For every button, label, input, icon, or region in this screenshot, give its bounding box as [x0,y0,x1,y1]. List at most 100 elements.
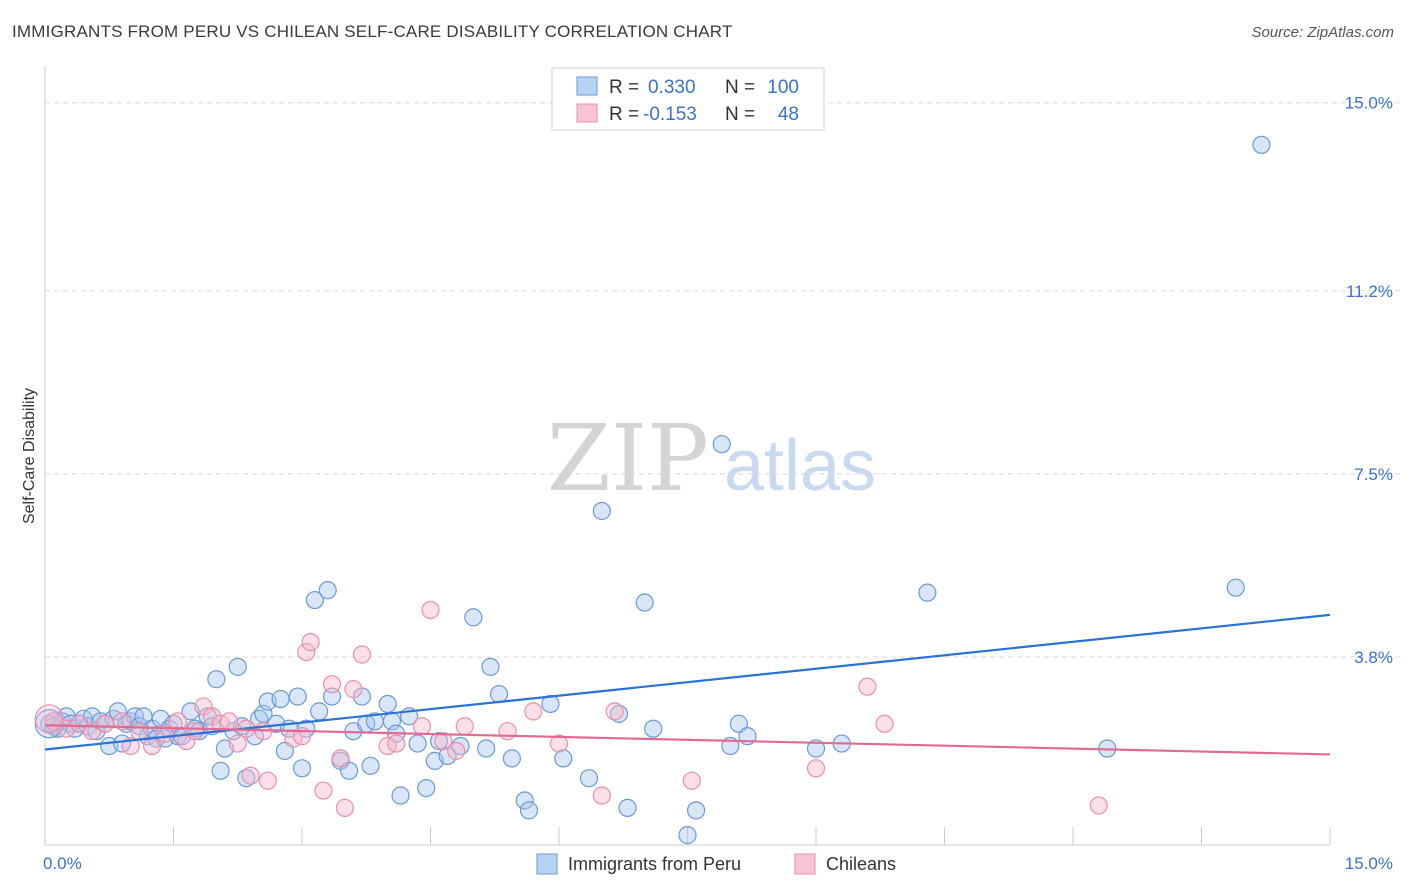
peru-point [292,759,312,778]
chile-point [806,759,826,778]
chile-point [95,714,115,733]
peru-point [515,791,534,810]
chile-point [241,766,260,785]
peru-point [489,684,509,704]
peru-point [477,739,496,758]
peru-point [481,657,500,676]
trend-line-chile [44,724,1331,756]
y-tick-label: 3.8% [1354,648,1393,667]
chile-point [168,712,187,731]
chile-point [455,717,474,736]
chile-point [331,749,350,768]
peru-point [361,756,380,775]
peru-point [712,435,731,454]
y-tick-label: 15.0% [1345,94,1393,113]
chile-point [434,731,453,751]
peru-point [1252,135,1271,154]
chile-point [220,712,239,731]
chile-point [524,702,543,721]
peru-point [429,731,449,751]
peru-point [271,689,290,709]
peru-point [288,687,307,706]
peru-point [211,761,230,780]
peru-point [635,593,654,612]
legend-r-label-peru: R = [609,77,639,98]
chile-point [130,722,149,741]
gridlines [45,102,1400,658]
peru-point [408,734,427,753]
peru-point [438,746,457,766]
peru-point [340,761,359,780]
peru-point [806,739,826,758]
chile-point [228,734,247,753]
x-tick-label: 0.0% [43,854,82,873]
peru-point [618,798,637,817]
legend-n-label-chile: N = [725,104,755,125]
legend-swatch-peru [576,76,598,96]
peru-point [275,741,294,761]
peru-point [554,749,573,768]
chile-point [682,771,701,790]
bottom-legend: Immigrants from Peru Chileans [536,853,896,875]
peru-point [305,590,324,610]
chile-point [352,645,372,664]
chile-point [549,734,569,753]
source-credit: Source: ZipAtlas.com [1251,24,1394,41]
chile-point [335,798,354,817]
bottom-legend-label-peru: Immigrants from Peru [568,854,741,874]
axes [44,66,1331,846]
y-tick-label: 11.2% [1346,282,1393,301]
chile-point [185,722,205,741]
chile-point [314,781,333,800]
legend-r-value-chile: -0.153 [643,104,697,125]
watermark-atlas: atlas [724,426,876,506]
chile-point [447,741,466,761]
legend-n-value-peru: 100 [767,77,799,98]
chile-point [1089,796,1108,815]
bottom-legend-label-chile: Chileans [826,854,896,874]
peru-point [322,687,342,706]
peru-point [686,801,706,820]
trend-line-peru [44,613,1331,751]
chile-point [387,734,406,753]
chile-point [297,642,316,662]
chile-point [322,675,342,694]
chile-point [34,704,64,734]
legend-r-value-peru: 0.330 [648,77,696,98]
stats-legend: R = 0.330 N = 100 R = -0.153 N = 48 [551,67,825,131]
watermark-zip: ZIP [547,405,709,512]
peru-point [918,583,937,602]
peru-point [502,749,521,768]
chile-point [258,771,277,790]
chile-point [301,633,320,652]
peru-point [729,714,749,733]
peru-point [228,657,247,676]
tick-labels: 3.8% 7.5% 11.2% 15.0% 0.0% 15.0% [43,94,1393,873]
peru-point [417,778,436,798]
chile-point [412,717,432,736]
peru-point [678,826,697,845]
legend-n-value-chile: 48 [778,104,799,125]
chile-point [592,786,611,805]
peru-point [592,501,611,521]
peru-point [391,786,410,805]
legend-swatch-chile [576,103,598,123]
trend-lines [44,613,1331,756]
chile-point [858,677,877,696]
x-tick-label: 15.0% [1345,854,1393,873]
chile-point [605,702,624,721]
peru-point [579,769,599,788]
y-axis-title: Self-Care Disability [21,388,38,524]
peru-point [318,581,337,600]
chile-point [498,722,517,741]
bottom-legend-swatch-chile [794,853,816,875]
chile-point [112,712,132,731]
chile-point [142,736,162,756]
legend-r-label-chile: R = [609,104,639,125]
peru-point [378,694,397,714]
peru-point [108,702,127,721]
legend-n-label-peru: N = [725,77,755,98]
peru-point [310,702,329,721]
peru-point [464,608,483,627]
